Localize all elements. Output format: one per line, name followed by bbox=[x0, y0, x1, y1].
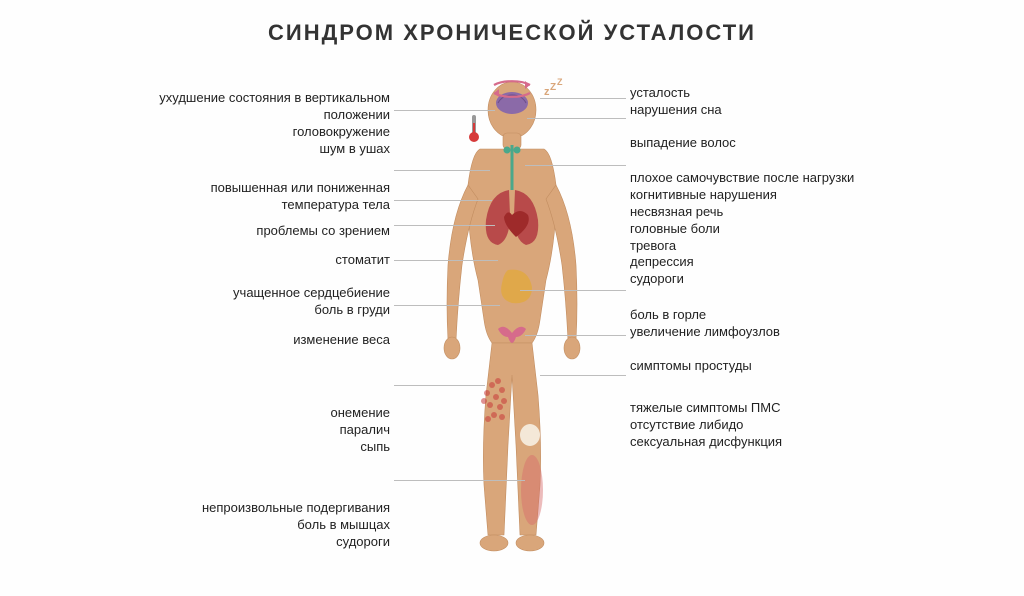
svg-text:Z: Z bbox=[557, 77, 563, 87]
right-label-5-line-2: сексуальная дисфункция bbox=[630, 434, 1010, 451]
left-label-5: изменение веса bbox=[40, 332, 390, 349]
right-label-0: усталостьнарушения сна bbox=[630, 85, 1010, 119]
left-label-3: стоматит bbox=[40, 252, 390, 269]
left-label-2: проблемы со зрением bbox=[40, 223, 390, 240]
right-label-2-line-5: депрессия bbox=[630, 254, 1010, 271]
right-label-4: симптомы простуды bbox=[630, 358, 1010, 375]
left-leader-5 bbox=[394, 305, 500, 306]
left-label-0-line-0: ухудшение состояния в вертикальном bbox=[40, 90, 390, 107]
right-label-5-line-1: отсутствие либидо bbox=[630, 417, 1010, 434]
knee-highlight bbox=[520, 424, 540, 446]
left-leader-4 bbox=[394, 260, 498, 261]
right-label-3: боль в горлеувеличение лимфоузлов bbox=[630, 307, 1010, 341]
left-label-6-line-1: паралич bbox=[40, 422, 390, 439]
right-label-4-line-0: симптомы простуды bbox=[630, 358, 1010, 375]
left-leader-1 bbox=[394, 170, 490, 171]
left-leader-3 bbox=[394, 225, 495, 226]
human-body-illustration: z Z Z bbox=[412, 75, 612, 555]
right-label-3-line-0: боль в горле bbox=[630, 307, 1010, 324]
left-label-0-line-3: шум в ушах bbox=[40, 141, 390, 158]
right-leader-3 bbox=[520, 290, 626, 291]
right-label-2-line-1: когнитивные нарушения bbox=[630, 187, 1010, 204]
right-label-2: плохое самочувствие после нагрузкикогнит… bbox=[630, 170, 1010, 288]
page-title: СИНДРОМ ХРОНИЧЕСКОЙ УСТАЛОСТИ bbox=[0, 20, 1024, 46]
left-label-0-line-1: положении bbox=[40, 107, 390, 124]
left-label-6-line-0: онемение bbox=[40, 405, 390, 422]
left-leader-6 bbox=[394, 385, 485, 386]
left-label-4-line-0: учащенное сердцебиение bbox=[40, 285, 390, 302]
left-label-7: непроизвольные подергиванияболь в мышцах… bbox=[40, 500, 390, 551]
right-label-0-line-0: усталость bbox=[630, 85, 1010, 102]
right-label-5-line-0: тяжелые симптомы ПМС bbox=[630, 400, 1010, 417]
left-leader-2 bbox=[394, 200, 492, 201]
right-leader-4 bbox=[525, 335, 626, 336]
svg-text:Z: Z bbox=[550, 82, 556, 93]
right-label-2-line-3: головные боли bbox=[630, 221, 1010, 238]
right-label-1-line-0: выпадение волос bbox=[630, 135, 1010, 152]
right-label-2-line-0: плохое самочувствие после нагрузки bbox=[630, 170, 1010, 187]
right-label-5: тяжелые симптомы ПМСотсутствие либидосек… bbox=[630, 400, 1010, 451]
right-leader-5 bbox=[540, 375, 626, 376]
left-label-7-line-1: боль в мышцах bbox=[40, 517, 390, 534]
left-label-0: ухудшение состояния в вертикальномположе… bbox=[40, 90, 390, 158]
left-label-1: повышенная или пониженнаятемпература тел… bbox=[40, 180, 390, 214]
left-label-6-line-2: сыпь bbox=[40, 439, 390, 456]
left-label-6: онемениепараличсыпь bbox=[40, 405, 390, 456]
right-label-2-line-6: судороги bbox=[630, 271, 1010, 288]
thermometer-icon bbox=[469, 115, 479, 142]
left-label-7-line-0: непроизвольные подергивания bbox=[40, 500, 390, 517]
right-label-0-line-1: нарушения сна bbox=[630, 102, 1010, 119]
right-label-2-line-4: тревога bbox=[630, 238, 1010, 255]
left-label-2-line-0: проблемы со зрением bbox=[40, 223, 390, 240]
left-label-4: учащенное сердцебиениеболь в груди bbox=[40, 285, 390, 319]
left-label-1-line-1: температура тела bbox=[40, 197, 390, 214]
left-label-0-line-2: головокружение bbox=[40, 124, 390, 141]
left-leader-0 bbox=[394, 110, 495, 111]
right-label-2-line-2: несвязная речь bbox=[630, 204, 1010, 221]
left-label-4-line-1: боль в груди bbox=[40, 302, 390, 319]
left-label-1-line-0: повышенная или пониженная bbox=[40, 180, 390, 197]
diagram-canvas: z Z Z ухудшение состояния в вертикальном… bbox=[0, 50, 1024, 596]
shin-inflammation bbox=[521, 455, 543, 525]
right-label-1: выпадение волос bbox=[630, 135, 1010, 152]
left-label-7-line-2: судороги bbox=[40, 534, 390, 551]
left-label-3-line-0: стоматит bbox=[40, 252, 390, 269]
left-label-5-line-0: изменение веса bbox=[40, 332, 390, 349]
right-leader-1 bbox=[527, 118, 626, 119]
right-leader-2 bbox=[525, 165, 626, 166]
right-label-3-line-1: увеличение лимфоузлов bbox=[630, 324, 1010, 341]
right-leader-0 bbox=[540, 98, 626, 99]
left-leader-7 bbox=[394, 480, 525, 481]
